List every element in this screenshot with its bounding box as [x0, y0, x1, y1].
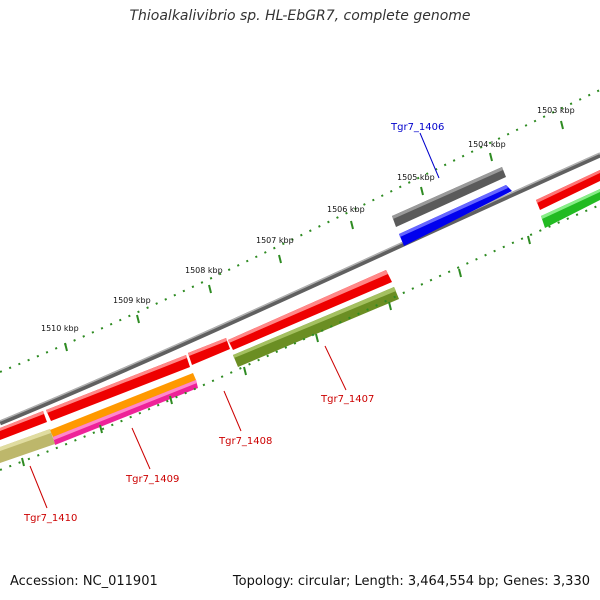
inner-scale-major-ticks	[21, 235, 531, 467]
genome-summary-text: Topology: circular; Length: 3,464,554 bp…	[232, 574, 590, 589]
label-tgr7-1406: Tgr7_1406	[390, 122, 444, 133]
outer-scale-major-ticks	[64, 120, 564, 352]
gene-blue	[399, 185, 512, 246]
genome-backbone	[0, 152, 600, 426]
label-tgr7-1408: Tgr7_1408	[218, 436, 272, 447]
label-tgr7-1407: Tgr7_1407	[320, 394, 374, 405]
map-title: Thioalkalivibrio sp. HL-EbGR7, complete …	[129, 8, 471, 24]
leader-tgr7-1407	[324, 345, 347, 391]
inner-scale-ring	[0, 204, 600, 471]
scale-label-1506: 1506 kbp	[327, 205, 365, 214]
scale-labels: 1503 kbp 1504 kbp 1505 kbp 1506 kbp 1507…	[41, 106, 575, 333]
gene-gray	[392, 167, 506, 227]
leader-tgr7-1410	[29, 465, 48, 509]
leader-tgr7-1409	[131, 427, 151, 470]
gene-orange	[50, 373, 196, 437]
label-tgr7-1409: Tgr7_1409	[125, 474, 179, 485]
scale-label-1505: 1505 kbp	[397, 173, 435, 182]
scale-label-1507: 1507 kbp	[256, 236, 294, 245]
reverse-strand-genes	[0, 185, 600, 463]
label-tgr7-1410: Tgr7_1410	[23, 513, 77, 524]
gene-khaki	[0, 429, 55, 463]
leader-tgr7-1408	[223, 390, 242, 432]
accession-text: Accession: NC_011901	[10, 574, 158, 589]
gene-labels: Tgr7_1406 Tgr7_1407 Tgr7_1408 Tgr7_1409 …	[23, 122, 444, 524]
forward-strand-genes	[392, 167, 600, 227]
scale-label-1504: 1504 kbp	[468, 140, 506, 149]
gene-red-mid	[46, 355, 190, 421]
scale-label-1510: 1510 kbp	[41, 324, 79, 333]
scale-label-1503: 1503 kbp	[537, 106, 575, 115]
scale-label-1509: 1509 kbp	[113, 296, 151, 305]
gene-olive	[233, 287, 399, 367]
leader-tgr7-1406	[419, 132, 440, 179]
gene-red-left	[0, 411, 47, 440]
scale-label-1508: 1508 kbp	[185, 266, 223, 275]
label-leader-lines	[29, 132, 440, 509]
gene-red-small	[188, 338, 230, 365]
